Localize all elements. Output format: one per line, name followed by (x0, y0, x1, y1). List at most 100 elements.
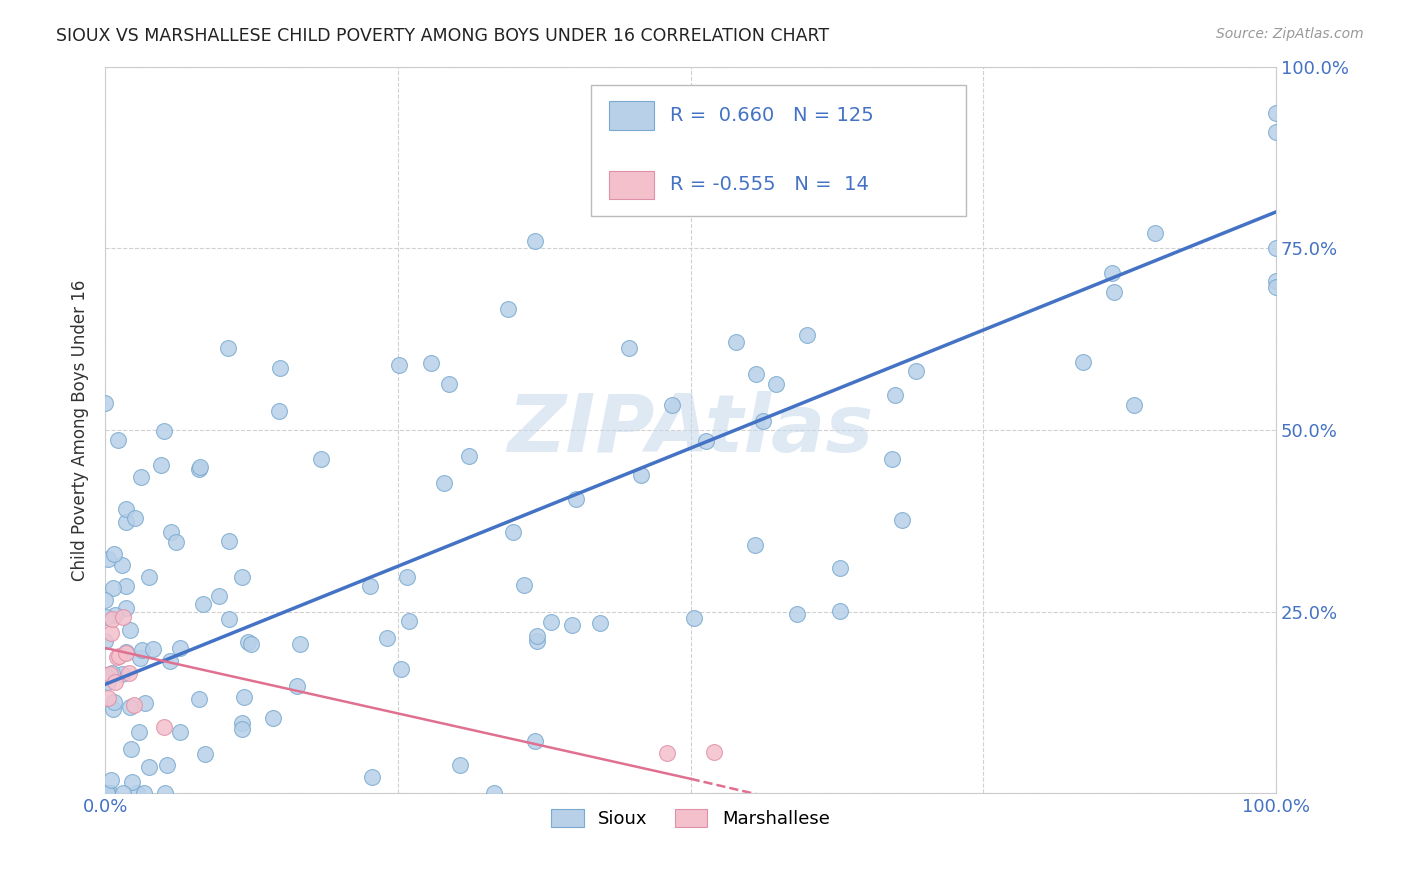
Point (564, 491, 586, 506)
Point (231, 569, 253, 583)
Point (188, 691, 211, 706)
Point (111, 610, 134, 624)
Point (125, 786, 148, 800)
Point (100, 772, 122, 787)
Point (94, 592, 117, 607)
Point (1073, 355, 1095, 369)
FancyBboxPatch shape (609, 170, 654, 199)
Point (101, 581, 124, 595)
Point (526, 634, 548, 648)
Point (94, 667, 117, 681)
Point (458, 449, 481, 463)
FancyBboxPatch shape (591, 85, 966, 216)
Point (115, 645, 138, 659)
Point (786, 607, 808, 621)
Point (661, 398, 683, 412)
Legend: Sioux, Marshallese: Sioux, Marshallese (544, 801, 837, 835)
Point (124, 698, 146, 713)
Point (100, 665, 122, 680)
Point (630, 468, 652, 483)
Point (132, 786, 155, 800)
Point (169, 725, 191, 739)
Point (153, 786, 176, 800)
Point (883, 387, 905, 401)
Point (288, 636, 311, 650)
Point (107, 433, 129, 447)
Point (765, 377, 787, 392)
Text: ZIPAtlas: ZIPAtlas (508, 391, 873, 469)
Point (396, 569, 419, 583)
Point (361, 770, 384, 784)
Point (188, 462, 211, 476)
Point (103, 695, 125, 709)
Point (1265, 241, 1288, 255)
Point (589, 616, 612, 631)
Point (149, 458, 172, 473)
Point (191, 597, 214, 611)
Point (94, 633, 117, 648)
Text: R =  0.660   N = 125: R = 0.660 N = 125 (669, 106, 873, 125)
Point (217, 341, 239, 355)
Point (94, 395, 117, 409)
Point (103, 608, 125, 623)
Point (120, 742, 142, 756)
Point (524, 734, 547, 748)
Point (398, 614, 420, 628)
Point (285, 679, 308, 693)
Point (101, 612, 124, 626)
Point (111, 667, 134, 681)
Point (236, 634, 259, 648)
Point (103, 675, 125, 690)
Point (111, 786, 134, 800)
Point (1143, 226, 1166, 240)
Point (98, 666, 121, 681)
Point (208, 589, 231, 603)
Point (115, 501, 138, 516)
Point (617, 341, 640, 355)
Point (561, 618, 583, 632)
Point (115, 646, 138, 660)
Point (884, 101, 907, 115)
Point (97, 674, 120, 689)
Point (1102, 285, 1125, 299)
Point (796, 328, 818, 343)
Text: Source: ZipAtlas.com: Source: ZipAtlas.com (1216, 27, 1364, 41)
Point (437, 376, 460, 391)
Point (169, 641, 191, 656)
Point (124, 511, 146, 525)
Point (657, 746, 679, 760)
Y-axis label: Child Poverty Among Boys Under 16: Child Poverty Among Boys Under 16 (72, 279, 89, 581)
Point (449, 758, 471, 772)
Point (159, 525, 181, 540)
Point (482, 786, 505, 800)
Point (828, 561, 851, 575)
Point (513, 577, 536, 591)
Point (724, 335, 747, 350)
Point (1265, 274, 1288, 288)
Point (240, 637, 263, 651)
Point (218, 533, 240, 548)
Point (117, 665, 139, 680)
Point (138, 760, 160, 774)
Point (524, 234, 547, 248)
Point (96, 786, 118, 800)
Point (1265, 280, 1288, 294)
Point (97, 552, 120, 566)
Point (134, 697, 156, 711)
Point (1122, 398, 1144, 412)
Point (752, 414, 775, 428)
Point (103, 702, 125, 716)
Point (388, 359, 411, 373)
Point (159, 654, 181, 668)
Point (131, 643, 153, 657)
Point (359, 579, 381, 593)
Point (269, 361, 291, 376)
Point (269, 404, 291, 418)
Point (103, 547, 125, 561)
Point (389, 662, 412, 676)
Point (188, 460, 211, 475)
Point (1265, 125, 1288, 139)
Point (111, 558, 134, 573)
Text: R = -0.555   N =  14: R = -0.555 N = 14 (669, 175, 869, 194)
Point (118, 623, 141, 637)
